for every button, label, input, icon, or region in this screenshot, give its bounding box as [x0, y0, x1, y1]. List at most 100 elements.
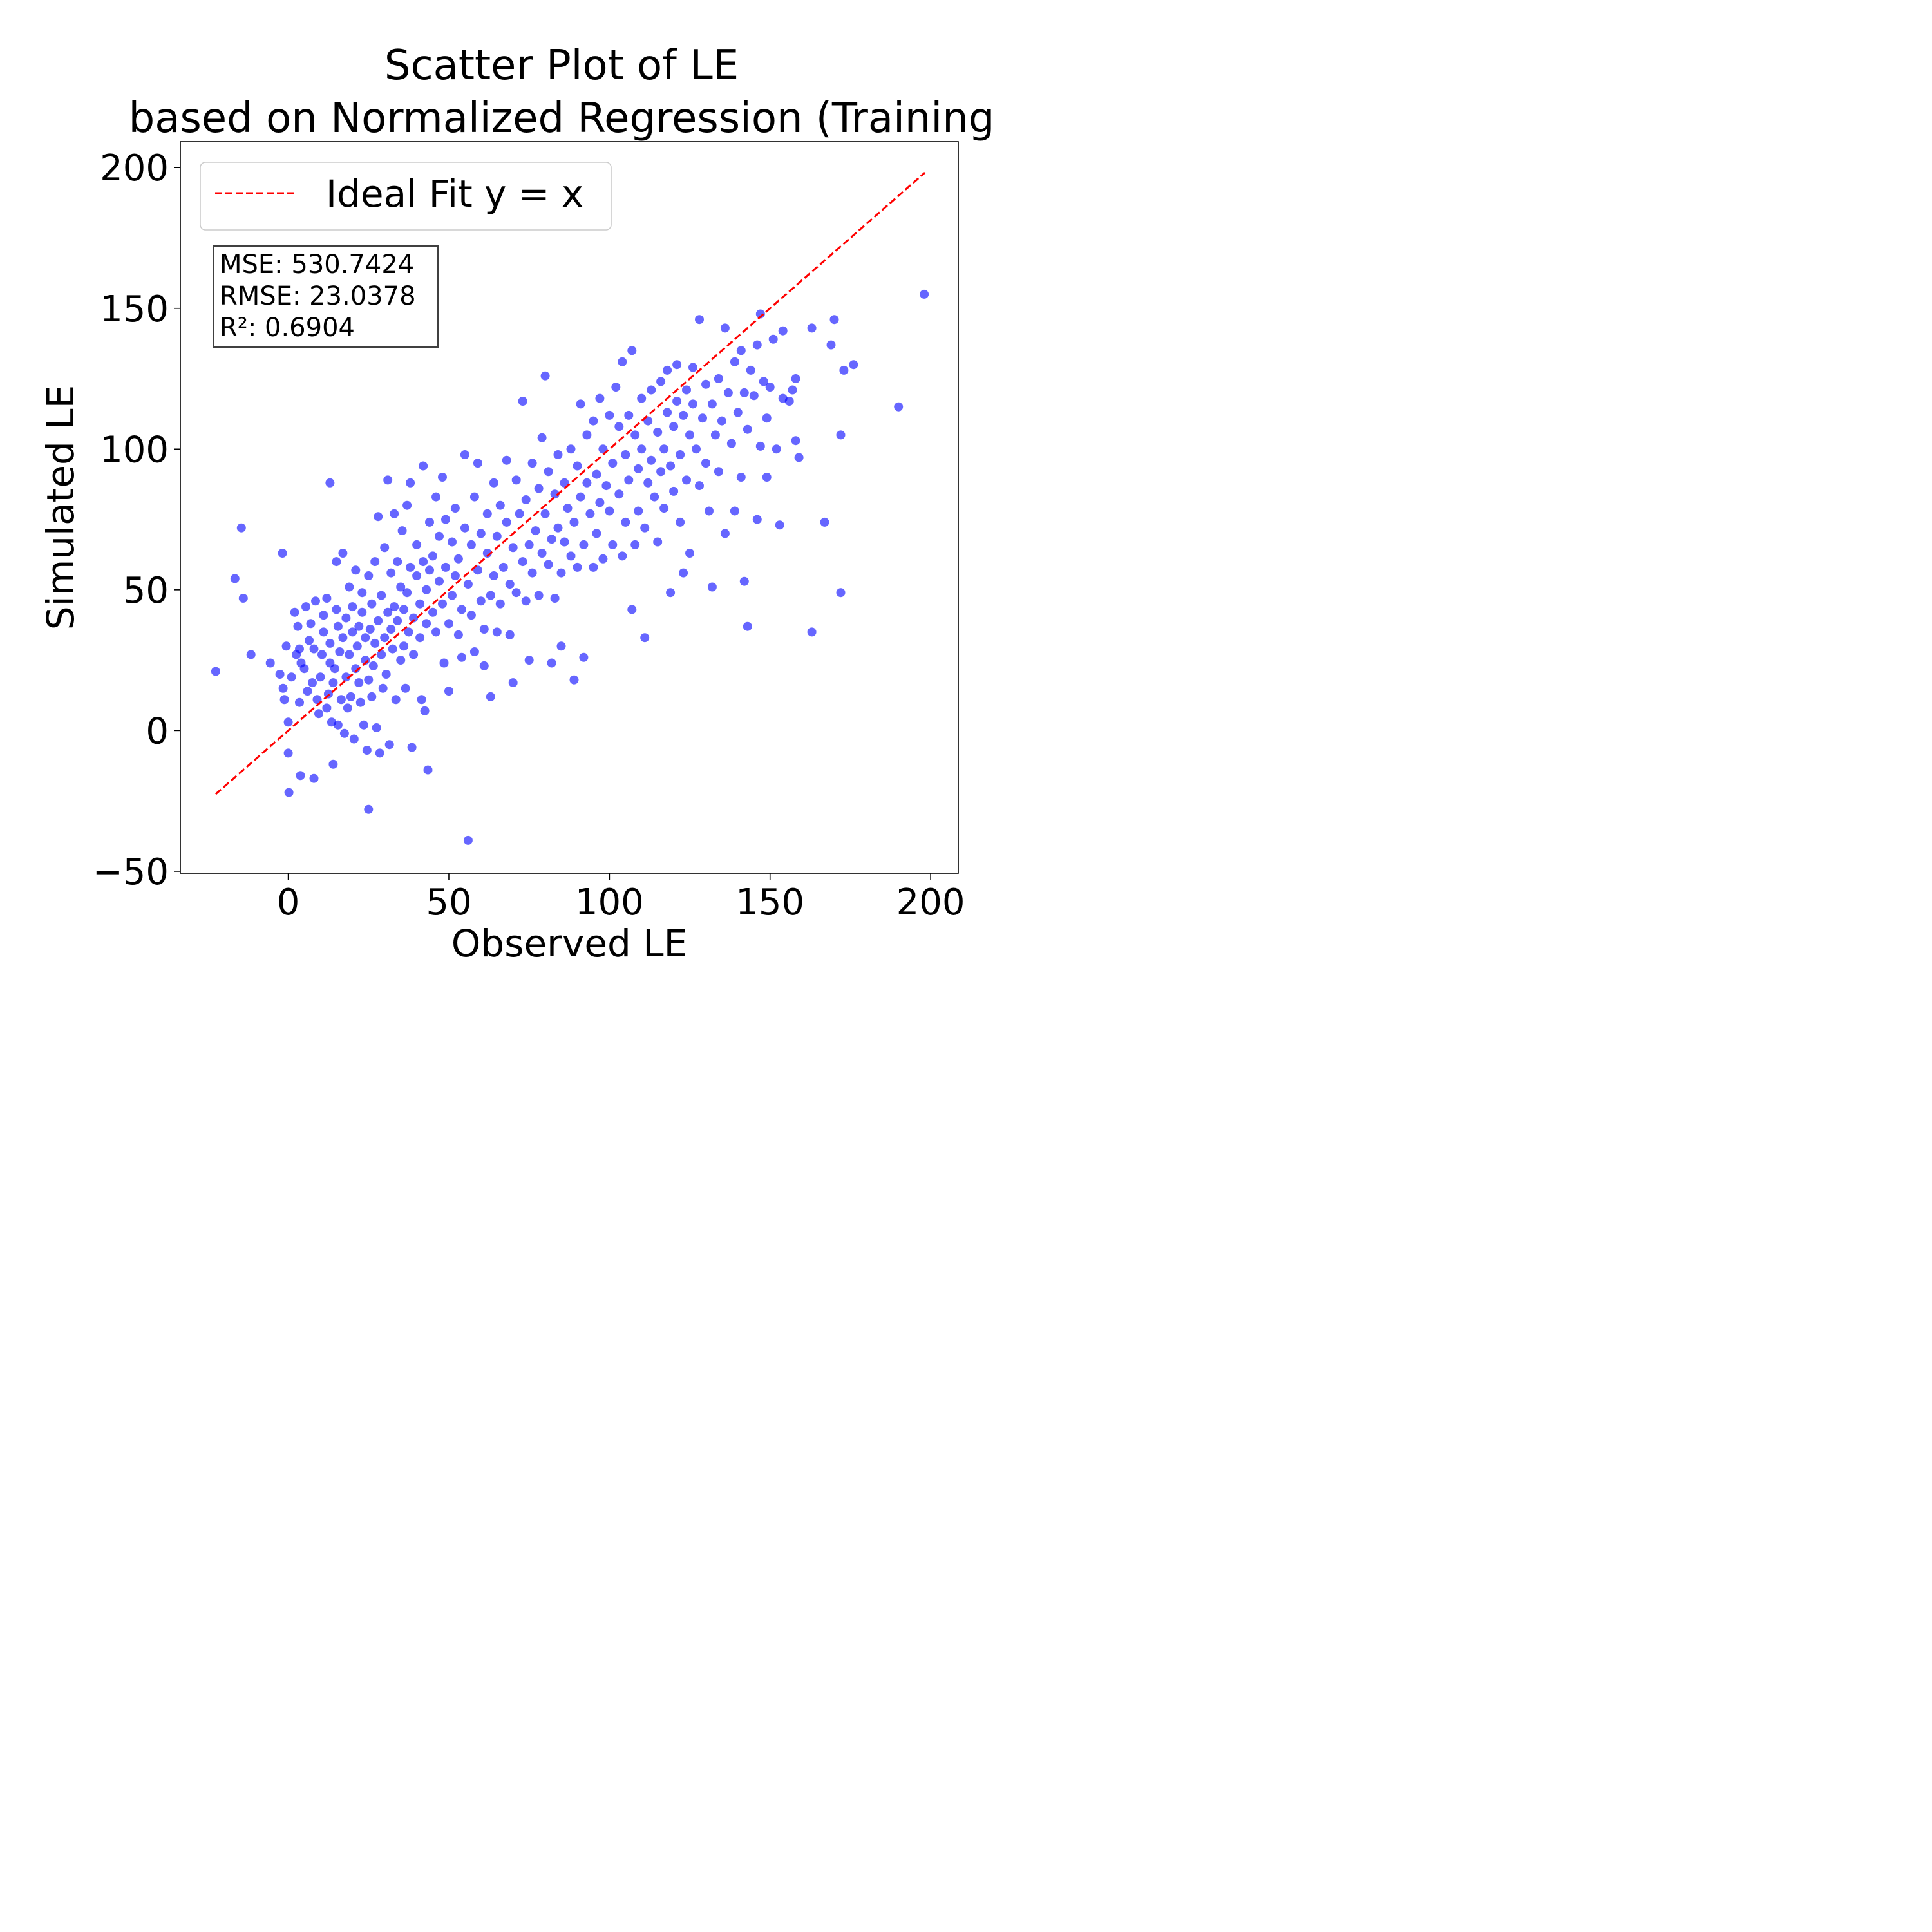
- data-point: [308, 678, 317, 688]
- data-point: [589, 416, 598, 426]
- data-point: [630, 430, 640, 440]
- data-point: [435, 576, 444, 586]
- data-point: [710, 430, 720, 440]
- data-point: [666, 461, 676, 471]
- data-point: [807, 323, 817, 333]
- data-point: [720, 529, 730, 538]
- data-point: [341, 672, 351, 682]
- data-point: [730, 506, 739, 516]
- data-point: [428, 551, 437, 561]
- data-point: [393, 616, 402, 625]
- data-point: [412, 571, 422, 580]
- data-point: [752, 515, 762, 524]
- data-point: [312, 695, 322, 705]
- data-point: [412, 540, 422, 549]
- data-point: [351, 664, 361, 674]
- data-point: [338, 549, 348, 558]
- data-point: [406, 562, 415, 572]
- data-point: [450, 504, 460, 513]
- data-point: [669, 422, 679, 431]
- data-point: [743, 424, 752, 434]
- data-point: [498, 562, 508, 572]
- data-point: [374, 616, 383, 625]
- data-point: [364, 571, 374, 580]
- data-point: [357, 607, 367, 617]
- y-axis-label: Simulated LE: [39, 385, 82, 630]
- data-point: [417, 695, 426, 705]
- data-point: [265, 658, 275, 668]
- data-point: [752, 340, 762, 350]
- data-point: [428, 607, 437, 617]
- data-point: [502, 517, 511, 527]
- data-point: [322, 594, 332, 603]
- data-point: [592, 529, 601, 538]
- data-point: [457, 605, 466, 614]
- data-point: [582, 430, 592, 440]
- data-point: [348, 602, 357, 612]
- stats-box: MSE: 530.7424 RMSE: 23.0378 R²: 0.6904: [213, 245, 439, 348]
- data-point: [647, 455, 656, 465]
- data-point: [407, 743, 417, 752]
- data-point: [573, 562, 582, 572]
- data-point: [849, 360, 858, 370]
- data-point: [444, 687, 453, 696]
- data-point: [457, 652, 466, 662]
- data-point: [505, 580, 515, 589]
- data-point: [791, 374, 800, 383]
- data-point: [463, 835, 473, 845]
- data-point: [364, 675, 374, 685]
- y-tick-label: 200: [100, 147, 169, 189]
- data-point: [707, 582, 717, 592]
- data-point: [425, 565, 434, 575]
- data-point: [343, 703, 352, 713]
- chart-title-line-1: Scatter Plot of LE: [384, 42, 739, 90]
- data-point: [381, 670, 391, 679]
- data-point: [553, 523, 563, 533]
- legend: Ideal Fit y = x: [200, 162, 612, 231]
- data-point: [749, 391, 759, 401]
- stats-rmse: RMSE: 23.0378: [220, 281, 416, 311]
- data-point: [601, 481, 611, 491]
- data-point: [736, 473, 746, 482]
- data-point: [290, 607, 299, 617]
- data-point: [377, 591, 386, 600]
- data-point: [319, 611, 328, 620]
- data-point: [676, 450, 685, 459]
- data-point: [672, 397, 682, 406]
- y-tick-label: 50: [123, 570, 169, 612]
- data-point: [378, 683, 388, 693]
- data-point: [788, 385, 797, 395]
- data-point: [444, 619, 453, 629]
- data-point: [656, 377, 666, 386]
- data-point: [573, 461, 582, 471]
- data-point: [640, 633, 650, 643]
- data-point: [650, 492, 659, 502]
- data-point: [505, 630, 515, 639]
- data-point: [415, 633, 425, 643]
- data-point: [306, 619, 316, 629]
- data-point: [778, 326, 788, 336]
- data-point: [829, 315, 839, 325]
- data-point: [309, 773, 319, 783]
- data-point: [688, 399, 697, 409]
- data-point: [453, 554, 463, 564]
- data-point: [614, 422, 624, 431]
- data-point: [527, 459, 537, 468]
- data-point: [585, 509, 595, 518]
- data-point: [634, 506, 643, 516]
- data-point: [663, 408, 672, 417]
- data-point: [335, 647, 345, 656]
- data-point: [563, 504, 573, 513]
- data-point: [707, 399, 717, 409]
- data-point: [375, 748, 384, 758]
- data-point: [238, 594, 248, 603]
- y-tick-label: −50: [93, 851, 169, 893]
- data-point: [281, 641, 291, 651]
- data-point: [527, 568, 537, 578]
- data-point: [605, 410, 614, 420]
- data-point: [357, 588, 367, 598]
- data-point: [339, 728, 349, 738]
- data-point: [618, 357, 627, 366]
- data-point: [618, 551, 627, 561]
- data-point: [230, 574, 240, 583]
